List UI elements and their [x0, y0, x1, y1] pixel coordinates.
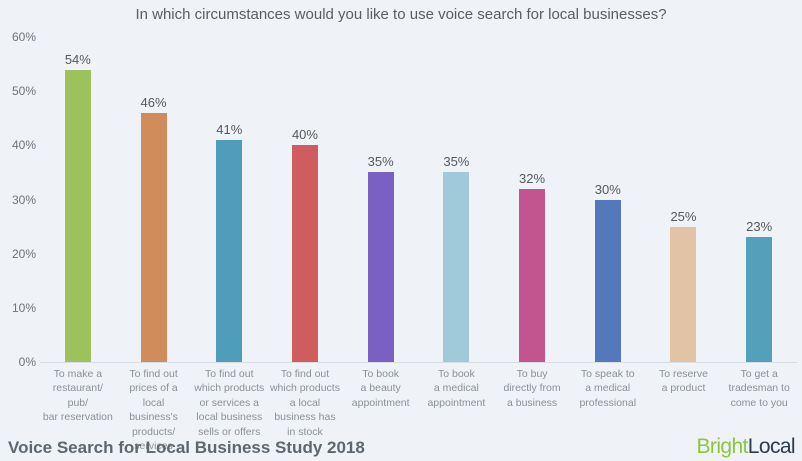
- bar-column: 35%: [343, 37, 419, 362]
- bar-column: 41%: [191, 37, 267, 362]
- bar: [519, 188, 546, 362]
- bar-value-label: 25%: [670, 208, 697, 224]
- logo-text-bright: Bright: [696, 435, 749, 458]
- category-label: To reserve a product: [658, 368, 708, 395]
- category-label: To get a tradesman to come to you: [728, 368, 790, 409]
- bar: [140, 112, 167, 362]
- bar-value-label: 40%: [291, 127, 318, 143]
- y-tick-label: 60%: [11, 30, 36, 44]
- bar-column: 46%: [116, 37, 192, 362]
- bar-column: 23%: [721, 37, 797, 362]
- y-tick-label: 30%: [11, 192, 36, 207]
- y-tick-label: 50%: [11, 84, 36, 99]
- x-axis-baseline: [40, 362, 797, 363]
- bar-column: 30%: [570, 37, 646, 362]
- category-label: To book a beauty appointment: [351, 368, 410, 409]
- source-label: Voice Search for Local Business Study 20…: [8, 438, 365, 457]
- bar: [64, 69, 91, 362]
- bar-column: 54%: [40, 37, 116, 362]
- bar-column: 40%: [267, 37, 343, 362]
- bar-value-label: 30%: [594, 181, 621, 197]
- y-tick-label: 20%: [11, 246, 36, 261]
- y-tick-label: 0%: [18, 355, 36, 369]
- bar: [291, 145, 318, 362]
- y-axis: 60% 50% 40% 30% 20% 10% 0%: [2, 30, 36, 369]
- chart-title: In which circumstances would you like to…: [135, 6, 667, 23]
- bar-value-label: 35%: [443, 154, 470, 170]
- bar-column: 35%: [419, 37, 495, 362]
- bar: [746, 237, 773, 362]
- category-label: To book a medical appointment: [427, 368, 486, 409]
- brightlocal-logo: BrightLocal: [696, 435, 796, 459]
- bar-value-label: 46%: [140, 94, 167, 110]
- bar: [594, 199, 621, 362]
- category-label: To find out which products or services a…: [194, 368, 265, 438]
- category-label: To find out which products a local busin…: [269, 368, 340, 438]
- bar: [443, 172, 470, 362]
- bar-value-label: 41%: [216, 121, 243, 137]
- bar: [367, 172, 394, 362]
- bar-value-label: 54%: [64, 51, 91, 67]
- plot-area: 54% 46% 41% 40% 35% 35% 32% 30% 25% 23%: [40, 37, 797, 362]
- category-label: To make a restaurant/ pub/ bar reservati…: [42, 368, 113, 424]
- category-label: To buy directly from a business: [503, 368, 561, 409]
- y-tick-label: 10%: [11, 300, 36, 315]
- bar-column: 32%: [494, 37, 570, 362]
- bar-value-label: 23%: [746, 219, 773, 235]
- bar-value-label: 35%: [367, 154, 394, 170]
- category-labels-row: To make a restaurant/ pub/ bar reservati…: [40, 367, 797, 454]
- bar-column: 25%: [646, 37, 722, 362]
- bar-value-label: 32%: [519, 170, 546, 186]
- category-label: To speak to a medical professional: [579, 368, 637, 409]
- bar: [216, 139, 243, 362]
- y-tick-label: 40%: [11, 138, 36, 153]
- bar: [670, 226, 697, 362]
- logo-text-local: Local: [747, 435, 796, 458]
- category-label: To find out prices of a local business's…: [129, 368, 178, 453]
